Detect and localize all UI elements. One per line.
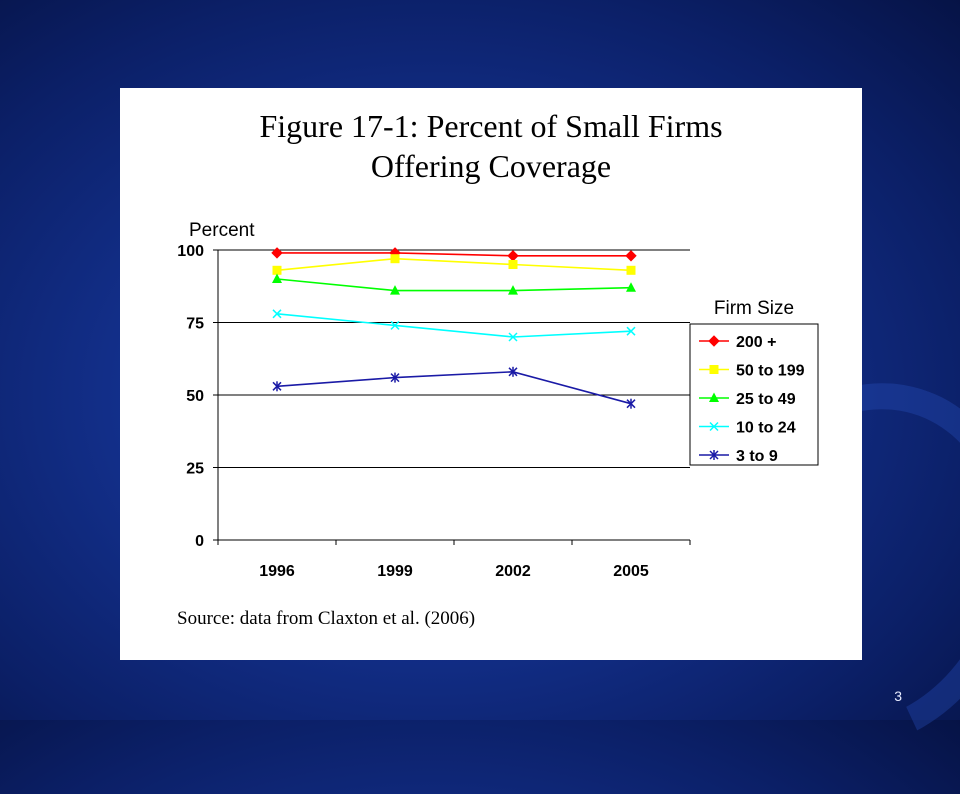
y-axis-title: Percent bbox=[189, 220, 255, 241]
data-point bbox=[626, 265, 636, 275]
title-line-1: Figure 17-1: Percent of Small Firms bbox=[259, 108, 723, 144]
title-line-2: Offering Coverage bbox=[370, 148, 612, 184]
legend-box bbox=[689, 323, 819, 466]
line-chart: 0 25 50 75 100 1996 1999 2002 2005 Percent Firm Si… bbox=[177, 220, 819, 580]
series-line-5 bbox=[276, 370, 632, 405]
y-tick-label: 75 bbox=[186, 316, 204, 333]
data-point bbox=[272, 381, 282, 392]
x-tick-label: 1999 bbox=[377, 563, 413, 580]
series-line-3 bbox=[276, 278, 632, 292]
legend-label: 200 + bbox=[736, 334, 776, 351]
series-line-4 bbox=[276, 313, 632, 338]
data-point bbox=[271, 247, 283, 259]
data-point bbox=[272, 273, 282, 283]
x-tick-label: 1996 bbox=[259, 563, 295, 580]
series-line-2 bbox=[276, 257, 632, 272]
legend-label: 3 to 9 bbox=[736, 448, 778, 465]
data-point bbox=[390, 285, 400, 295]
series-line-1 bbox=[277, 252, 631, 257]
figure-title: Figure 17-1: Percent of Small Firms Offe… bbox=[120, 106, 862, 186]
data-point bbox=[626, 398, 636, 409]
y-tick-label: 0 bbox=[195, 533, 204, 550]
data-point bbox=[508, 366, 518, 377]
data-point bbox=[626, 326, 636, 336]
source-note: Source: data from Claxton et al. (2006) bbox=[177, 608, 476, 629]
y-tick-label: 100 bbox=[177, 243, 204, 260]
data-point bbox=[508, 332, 518, 342]
legend-title: Firm Size bbox=[714, 298, 794, 319]
legend-marker bbox=[708, 335, 720, 347]
data-point bbox=[272, 265, 282, 275]
data-point bbox=[507, 250, 519, 262]
data-point bbox=[508, 260, 518, 269]
page-number: 3 bbox=[894, 688, 902, 704]
data-point bbox=[626, 282, 636, 292]
y-tick-label: 25 bbox=[186, 461, 204, 478]
legend-marker bbox=[709, 392, 719, 402]
data-point bbox=[390, 320, 400, 330]
y-tick-label: 50 bbox=[186, 388, 204, 405]
legend-marker bbox=[709, 365, 719, 374]
figure-panel: Figure 17-1: Percent of Small Firms Offe… bbox=[120, 88, 862, 660]
legend-label: 50 to 199 bbox=[736, 363, 805, 380]
legend-label: 25 to 49 bbox=[736, 391, 796, 408]
x-tick-label: 2005 bbox=[613, 563, 649, 580]
data-point bbox=[625, 250, 637, 262]
data-point bbox=[390, 372, 400, 383]
legend-marker bbox=[709, 450, 719, 460]
data-point bbox=[508, 285, 518, 295]
legend-marker bbox=[709, 421, 719, 432]
data-point bbox=[272, 309, 282, 319]
x-tick-label: 2002 bbox=[495, 563, 531, 580]
legend-label: 10 to 24 bbox=[736, 420, 796, 437]
data-point bbox=[390, 254, 400, 264]
